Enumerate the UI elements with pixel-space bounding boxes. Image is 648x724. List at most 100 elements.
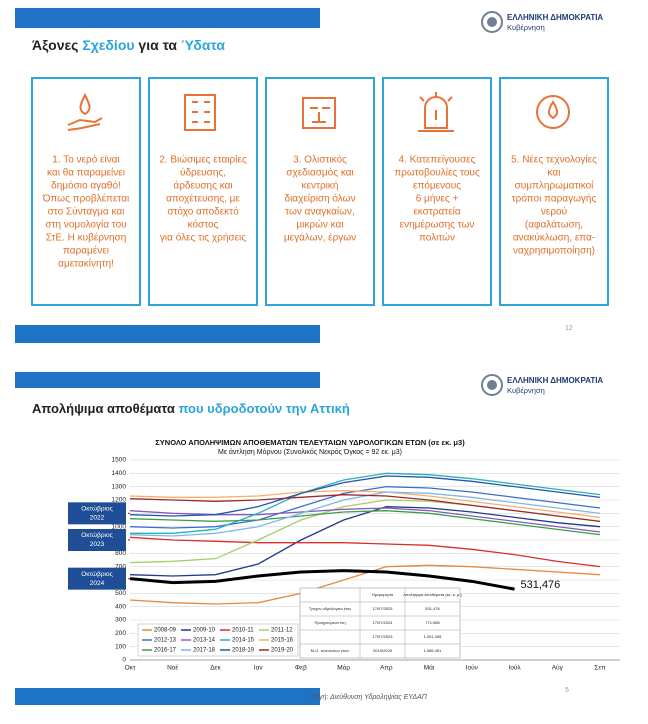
y-tick-label: 400 — [115, 603, 126, 610]
card — [31, 77, 141, 306]
card-text: αμετακίνητη! — [58, 258, 114, 270]
series-line — [129, 506, 601, 577]
card-text: ενημέρωσης των — [400, 219, 475, 231]
x-tick-label: Απρ — [380, 665, 393, 672]
card-text: ύδρευσης, — [180, 167, 226, 179]
table-cell: Μ.Ο. τελευταίων ετών — [311, 648, 350, 653]
legend-label: 2009-10 — [193, 628, 216, 634]
data-label: 531,476 — [521, 579, 561, 591]
series-line — [129, 494, 601, 522]
table-header: Απολήψιμα Αποθέματα (εκ. κ. μ.) — [403, 592, 462, 597]
y-tick-label: 100 — [115, 643, 126, 650]
card-text: μεγάλων, έργων — [284, 232, 356, 244]
card-text: τρόποι παραγωγής — [512, 193, 597, 205]
series-line — [129, 569, 515, 591]
y-tick-label: 1500 — [112, 457, 127, 464]
legend-label: 2018-19 — [232, 648, 255, 654]
annotation-text: 2024 — [90, 580, 105, 587]
legend-label: 2010-11 — [232, 628, 254, 634]
table-cell: 1,091,395 — [424, 634, 443, 639]
card-text: πολιτών — [419, 232, 455, 244]
title-part: Σχεδίου — [82, 37, 134, 53]
slide-title: Άξονες Σχεδίου για τα Ύδατα — [32, 37, 225, 53]
title-part: που υδροδοτούν την Αττική — [178, 401, 349, 416]
table-cell: 1,086,451 — [424, 648, 443, 653]
x-tick-label: Δεκ — [210, 665, 221, 672]
table-cell: 771,986 — [425, 620, 440, 625]
legend-label: 2017-18 — [193, 648, 216, 654]
series-line — [130, 472, 601, 534]
top-bar — [15, 372, 320, 388]
table-cell: 17/07/2024 — [372, 620, 393, 625]
legend-label: 2015-16 — [271, 638, 294, 644]
y-tick-label: 300 — [115, 617, 126, 624]
series-line — [129, 490, 601, 518]
card-text: ΣτΕ. Η κυβέρνηση — [46, 232, 127, 244]
x-tick-label: Αύγ — [552, 664, 564, 672]
table-cell: Τρέχον υδρολογικό έτος — [309, 606, 352, 611]
series-line — [129, 475, 601, 517]
card-text: των αναγκαίων, — [285, 206, 354, 218]
logo: ΕΛΛΗΝΙΚΗ ΔΗΜΟΚΡΑΤΙΑ Κυβέρνηση — [481, 11, 603, 33]
x-tick-label: Ιούν — [466, 664, 478, 672]
y-tick-label: 1400 — [112, 470, 127, 477]
top-bar — [15, 8, 320, 28]
slide-title: Απολήψιμα αποθέματα που υδροδοτούν την Α… — [32, 401, 350, 416]
card-text: στη νομολογία του — [45, 219, 126, 231]
card-text: και θα παραμείνει — [47, 167, 125, 179]
legend-label: 2008-09 — [154, 628, 177, 634]
chart: 0100200300400500600700800900100011001200… — [68, 457, 620, 672]
logo-subtitle: Κυβέρνηση — [507, 386, 545, 395]
x-tick-label: Νοέ — [167, 664, 178, 672]
title-part: Απολήψιμα αποθέματα — [32, 401, 178, 416]
card-text: ανακύκλωση, επα- — [513, 232, 595, 244]
card-text: εκστρατεία — [413, 206, 461, 218]
annotation-box — [68, 529, 126, 551]
card — [148, 77, 258, 306]
logo-title: ΕΛΛΗΝΙΚΗ ΔΗΜΟΚΡΑΤΙΑ — [507, 13, 603, 22]
series-line — [129, 486, 601, 529]
legend-label: 2012-13 — [154, 638, 177, 644]
bottom-bar — [15, 325, 320, 343]
annotation-text: 2022 — [90, 515, 105, 522]
logo-title: ΕΛΛΗΝΙΚΗ ΔΗΜΟΚΡΑΤΙΑ — [507, 376, 603, 385]
card-text: ναχρησιμοποίηση) — [513, 245, 595, 257]
logo: ΕΛΛΗΝΙΚΗ ΔΗΜΟΚΡΑΤΙΑ Κυβέρνηση — [481, 374, 603, 396]
annotation-text: Οκτώβριος — [81, 505, 112, 513]
y-tick-label: 800 — [115, 550, 126, 557]
x-tick-label: Οκτ — [125, 665, 136, 672]
x-tick-label: Μάρ — [337, 664, 350, 672]
y-tick-label: 200 — [115, 630, 126, 637]
card-text: 3. Ολιστικός — [293, 154, 347, 166]
title-part: Ύδατα — [181, 37, 225, 53]
x-tick-label: Σεπ — [594, 665, 606, 672]
page-number: 5 — [565, 687, 569, 694]
card-text: για όλες τις χρήσεις — [160, 232, 246, 244]
card-text: αποχέτευσης, με — [166, 193, 240, 205]
card-text: Όπως προβλέπεται — [42, 193, 129, 205]
table-header: Ημερομηνία — [372, 592, 394, 597]
title-part: για τα — [135, 37, 181, 53]
y-tick-label: 1000 — [112, 523, 127, 530]
annotation-text: Οκτώβριος — [81, 531, 112, 539]
page-number: 12 — [565, 325, 573, 332]
legend-label: 2019-20 — [271, 648, 294, 654]
card-text: και — [548, 168, 561, 179]
x-tick-label: Φεβ — [295, 665, 307, 672]
legend-label: 2014-15 — [232, 638, 255, 644]
chart-title: ΣΥΝΟΛΟ ΑΠΟΛΗΨΙΜΩΝ ΑΠΟΘΕΜΑΤΩΝ ΤΕΛΕΥΤΑΙΩΝ … — [155, 438, 465, 447]
table — [299, 587, 461, 659]
icons — [67, 92, 570, 132]
logo-subtitle: Κυβέρνηση — [507, 23, 545, 32]
series-line — [129, 564, 601, 605]
legend-box — [137, 623, 299, 657]
card-text: δημόσιο αγαθό! — [51, 180, 121, 192]
card-text: 1. Το νερό είναι — [52, 154, 119, 166]
table-cell: 17/07/2025 — [372, 606, 393, 611]
card-text: παραμένει — [63, 245, 109, 257]
series-line — [129, 536, 601, 568]
card-text: κεντρική — [302, 180, 339, 192]
card-text: πρωτοβουλίες τους — [394, 167, 480, 179]
card-text: συμπληρωματικοί — [515, 180, 595, 192]
